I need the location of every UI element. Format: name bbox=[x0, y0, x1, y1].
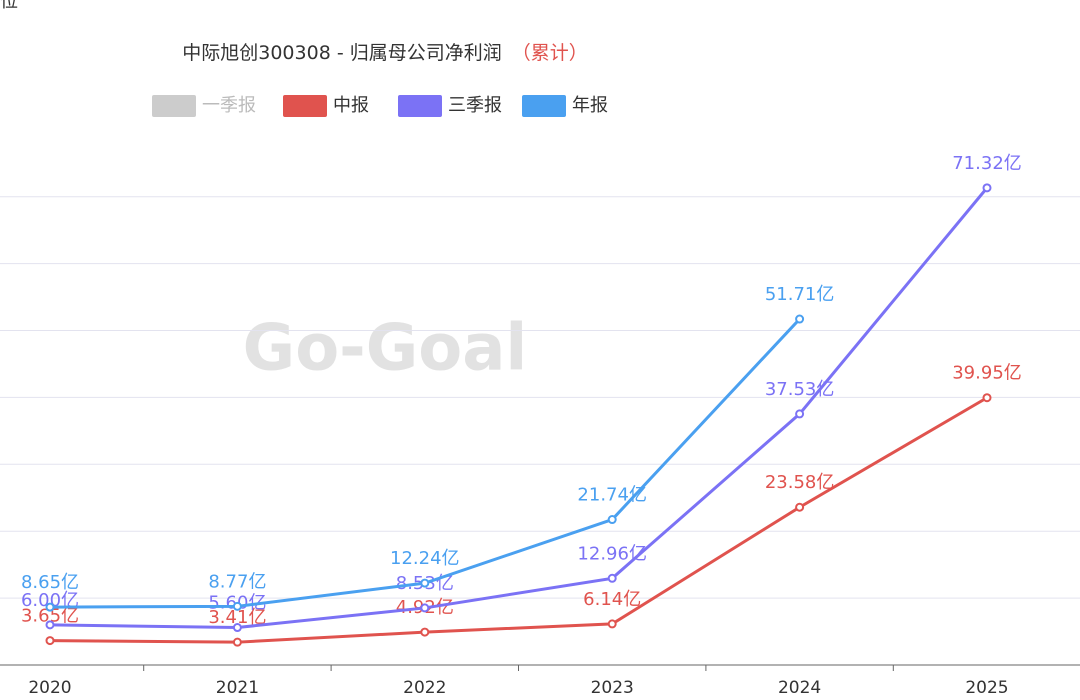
title-text: 中际旭创300308 - 归属母公司净利润 bbox=[182, 42, 501, 64]
data-label: 21.74亿 bbox=[577, 485, 647, 506]
data-point bbox=[982, 393, 992, 403]
legend-swatch bbox=[398, 95, 442, 117]
data-point bbox=[982, 183, 992, 193]
data-point bbox=[420, 578, 430, 588]
title-note: （累计） bbox=[512, 42, 588, 64]
data-point bbox=[232, 623, 242, 633]
data-label: 39.95亿 bbox=[952, 363, 1022, 384]
data-point bbox=[45, 602, 55, 612]
x-tick-label: 2024 bbox=[778, 678, 821, 698]
legend-label: 一季报 bbox=[202, 95, 256, 116]
legend-swatch bbox=[283, 95, 327, 117]
data-label: 12.96亿 bbox=[577, 543, 647, 564]
data-point bbox=[45, 620, 55, 630]
data-point bbox=[795, 409, 805, 419]
unit-label: 位 bbox=[0, 0, 18, 12]
x-tick-label: 2020 bbox=[28, 678, 71, 698]
x-tick-label: 2022 bbox=[403, 678, 446, 698]
data-label: 23.58亿 bbox=[765, 472, 835, 493]
data-label: 37.53亿 bbox=[765, 379, 835, 400]
data-point bbox=[420, 627, 430, 637]
data-point bbox=[607, 573, 617, 583]
data-point bbox=[232, 601, 242, 611]
data-label: 6.14亿 bbox=[583, 589, 641, 610]
data-label: 71.32亿 bbox=[952, 153, 1022, 174]
chart-title: 中际旭创300308 - 归属母公司净利润 （累计） bbox=[182, 42, 587, 64]
data-point bbox=[795, 314, 805, 324]
legend-label: 中报 bbox=[333, 95, 369, 116]
data-label: 3.41亿 bbox=[208, 607, 266, 628]
data-label: 8.65亿 bbox=[21, 572, 79, 593]
x-tick-label: 2025 bbox=[965, 678, 1008, 698]
data-point bbox=[45, 636, 55, 646]
data-label: 8.77亿 bbox=[208, 571, 266, 592]
legend-swatch bbox=[522, 95, 566, 117]
data-label: 3.65亿 bbox=[21, 606, 79, 627]
data-point bbox=[607, 619, 617, 629]
data-label: 12.24亿 bbox=[390, 548, 460, 569]
data-point bbox=[795, 502, 805, 512]
legend-label: 三季报 bbox=[448, 95, 502, 116]
series-line bbox=[49, 396, 988, 644]
watermark: Go-Goal bbox=[243, 312, 528, 386]
data-point bbox=[607, 515, 617, 525]
legend-swatch bbox=[152, 95, 196, 117]
data-point bbox=[232, 637, 242, 647]
legend-label: 年报 bbox=[572, 95, 608, 116]
series-line bbox=[49, 186, 989, 630]
data-label: 51.71亿 bbox=[765, 284, 835, 305]
data-point bbox=[420, 603, 430, 613]
x-tick-label: 2021 bbox=[216, 678, 259, 698]
x-tick-label: 2023 bbox=[591, 678, 634, 698]
